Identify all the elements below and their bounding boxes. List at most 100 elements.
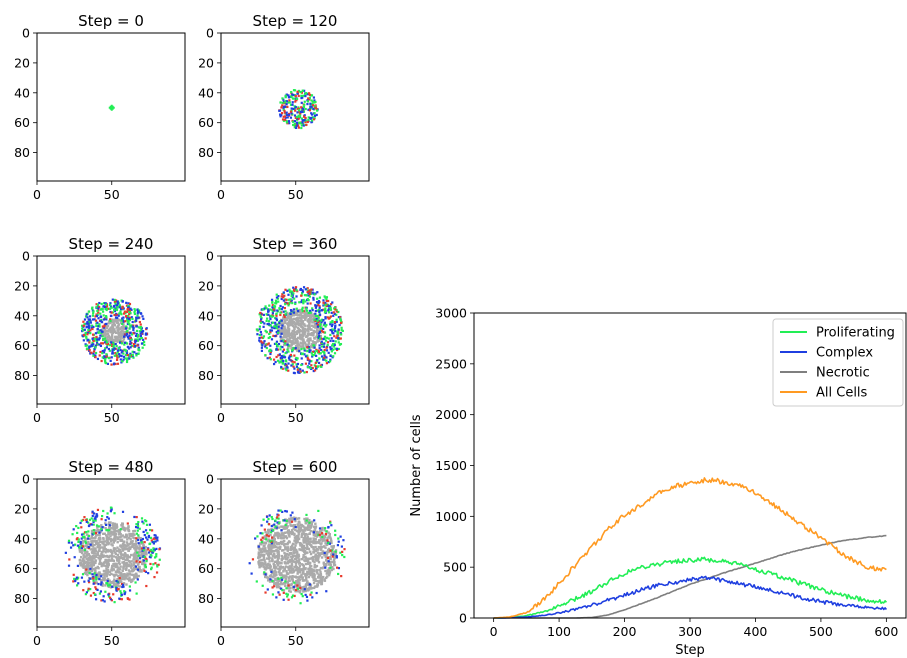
- necrotic-cell: [110, 337, 114, 340]
- tumor-cell: [133, 312, 137, 316]
- necrotic-cell: [315, 549, 318, 553]
- necrotic-cell: [302, 550, 306, 553]
- necrotic-cell: [265, 576, 269, 579]
- necrotic-cell: [93, 555, 96, 558]
- tumor-cell: [313, 353, 316, 357]
- tumor-cell: [293, 289, 296, 292]
- necrotic-cell: [303, 540, 307, 544]
- tumor-cell: [126, 357, 129, 360]
- tumor-cell: [329, 333, 332, 337]
- necrotic-cell: [287, 553, 290, 556]
- tumor-cell: [93, 348, 96, 351]
- tumor-cell: [129, 336, 132, 340]
- necrotic-cell: [115, 523, 119, 526]
- necrotic-cell: [116, 553, 119, 557]
- tumor-cell: [295, 123, 299, 126]
- necrotic-cell: [304, 519, 307, 522]
- tumor-cell: [94, 532, 98, 535]
- tumor-cell: [328, 317, 331, 320]
- tumor-cell: [92, 582, 95, 585]
- tumor-cell: [91, 333, 95, 336]
- necrotic-cell: [288, 540, 291, 544]
- tumor-cell: [95, 576, 98, 579]
- necrotic-cell: [106, 324, 110, 328]
- tumor-cell: [308, 350, 311, 354]
- tumor-cell: [314, 106, 317, 109]
- necrotic-cell: [288, 335, 291, 338]
- tumor-cell: [311, 288, 314, 291]
- necrotic-cell: [289, 317, 293, 320]
- necrotic-cell: [257, 546, 261, 550]
- necrotic-cell: [289, 565, 293, 568]
- tumor-cell: [260, 321, 263, 324]
- necrotic-cell: [274, 577, 277, 580]
- tumor-cell: [100, 359, 103, 363]
- tumor-cell: [271, 301, 274, 304]
- tumor-cell: [327, 526, 330, 529]
- tumor-cell: [323, 551, 326, 555]
- x-tick-label: 100: [547, 624, 571, 639]
- tumor-cell: [306, 297, 309, 301]
- tumor-cell: [80, 519, 83, 522]
- tumor-cell: [312, 369, 315, 373]
- necrotic-cell: [96, 529, 99, 532]
- tumor-cell: [322, 299, 325, 302]
- tumor-cell: [275, 312, 278, 315]
- tumor-cell: [124, 327, 128, 330]
- necrotic-cell: [312, 576, 316, 579]
- necrotic-cell: [301, 545, 305, 549]
- necrotic-cell: [296, 342, 299, 346]
- tumor-cell: [330, 350, 333, 353]
- necrotic-cell: [82, 556, 86, 559]
- tumor-cell: [286, 595, 289, 598]
- necrotic-cell: [127, 569, 131, 572]
- necrotic-cell: [124, 330, 127, 334]
- tumor-cell: [126, 354, 129, 357]
- tumor-cell: [89, 345, 92, 348]
- tumor-cell: [282, 598, 285, 601]
- tumor-cell: [308, 290, 311, 293]
- tumor-cell: [104, 347, 107, 350]
- necrotic-cell: [320, 580, 324, 583]
- necrotic-cell: [309, 573, 312, 577]
- tumor-cell: [135, 532, 138, 535]
- necrotic-cell: [104, 522, 107, 525]
- tumor-cell: [306, 354, 309, 357]
- tumor-cell: [150, 554, 153, 557]
- tumor-cell: [300, 352, 304, 356]
- tumor-cell: [277, 354, 280, 357]
- tumor-cell: [291, 360, 294, 363]
- necrotic-cell: [285, 525, 289, 528]
- necrotic-cell: [314, 343, 317, 346]
- necrotic-cell: [271, 559, 274, 563]
- necrotic-cell: [272, 564, 276, 568]
- necrotic-cell: [314, 541, 318, 545]
- tumor-cell: [295, 295, 298, 298]
- tumor-cell: [285, 111, 288, 114]
- tumor-cell: [82, 339, 85, 342]
- tumor-cell: [155, 536, 158, 539]
- tumor-cell: [313, 318, 316, 321]
- tumor-cell: [105, 529, 108, 532]
- necrotic-cell: [112, 568, 115, 571]
- tumor-cell: [318, 305, 321, 308]
- y-tick-label: 2000: [435, 407, 467, 422]
- necrotic-cell: [258, 554, 261, 557]
- necrotic-cell: [296, 554, 299, 557]
- necrotic-cell: [267, 528, 271, 532]
- tumor-cell: [335, 556, 338, 559]
- tumor-cell: [293, 518, 296, 521]
- necrotic-cell: [282, 317, 286, 321]
- tumor-cell: [301, 595, 304, 598]
- necrotic-cell: [133, 529, 137, 533]
- tumor-cell: [334, 340, 337, 343]
- tumor-cell: [129, 340, 132, 343]
- tumor-cell: [104, 341, 107, 344]
- tumor-cell: [276, 359, 280, 362]
- tumor-cell: [89, 332, 92, 335]
- tumor-cell: [294, 116, 297, 119]
- necrotic-cell: [304, 311, 307, 315]
- necrotic-cell: [117, 318, 121, 322]
- tumor-cell: [282, 105, 285, 108]
- tumor-cell: [260, 336, 263, 339]
